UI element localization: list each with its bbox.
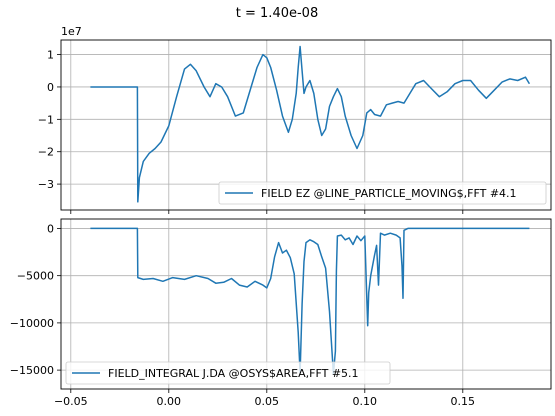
bottom-plot-frame xyxy=(60,218,552,390)
bottom-plot-xtick-label: 0.15 xyxy=(451,395,476,408)
bottom-plot-legend-box xyxy=(65,361,391,385)
bottom-plot-ytick-label: −15000 xyxy=(10,364,54,377)
top-plot-ytick-label: −3 xyxy=(38,178,54,191)
bottom-plot-data-area xyxy=(90,227,530,375)
top-plot: 1 0 −1 −2 −3 1e7 FIELD EZ @LINE_PARTICLE_MOV… xyxy=(38,25,552,214)
bottom-plot-ticks: −0.05 0.00 0.05 0.10 0.15 0 −5000 −10000 −15000 xyxy=(10,222,475,408)
bottom-plot-xtick-label: 0.10 xyxy=(353,395,378,408)
top-plot-legend: FIELD EZ @LINE_PARTICLE_MOVING$,FFT #4.1 xyxy=(218,181,547,205)
top-plot-legend-label: FIELD EZ @LINE_PARTICLE_MOVING$,FFT #4.1 xyxy=(261,187,517,200)
top-plot-ticks: 1 0 −1 −2 −3 xyxy=(38,49,464,214)
bottom-plot-xtick-label: 0.00 xyxy=(157,395,182,408)
top-plot-frame xyxy=(60,39,552,211)
top-plot-data-area xyxy=(90,45,531,203)
top-plot-ytick-label: −1 xyxy=(38,113,54,126)
bottom-plot-series-line xyxy=(90,227,530,375)
top-plot-series-line xyxy=(90,45,531,203)
top-plot-ytick-label: −2 xyxy=(38,146,54,159)
bottom-plot-legend-label: FIELD_INTEGRAL J.DA @OSYS$AREA,FFT #5.1 xyxy=(108,367,359,380)
bottom-plot-xtick-label: 0.05 xyxy=(255,395,280,408)
figure-title: t = 1.40e-08 xyxy=(236,6,318,21)
bottom-plot-ytick-label: −5000 xyxy=(17,270,54,283)
top-plot-ytick-label: 1 xyxy=(47,49,54,62)
bottom-plot: −0.05 0.00 0.05 0.10 0.150−5000−10000−15000 … xyxy=(10,218,552,408)
top-plot-offset-label: 1e7 xyxy=(61,25,82,38)
top-plot-ytick-label: 0 xyxy=(47,81,54,94)
bottom-plot-xtick-label: −0.05 xyxy=(54,395,88,408)
bottom-plot-legend: FIELD_INTEGRAL J.DA @OSYS$AREA,FFT #5.1 xyxy=(65,361,391,385)
top-plot-legend-box xyxy=(218,181,547,205)
bottom-plot-ytick-label: 0 xyxy=(47,222,54,235)
bottom-plot-ytick-label: −10000 xyxy=(10,317,54,330)
